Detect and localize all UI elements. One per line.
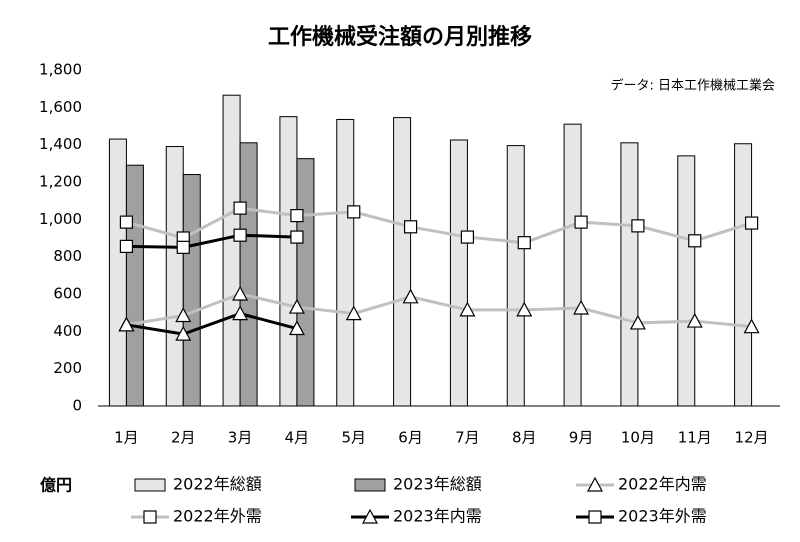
line: [126, 312, 298, 336]
legend-marker: [588, 510, 602, 524]
line-marker: [175, 325, 192, 341]
legend-label: 2023年内需: [393, 507, 482, 526]
bar: [108, 138, 127, 407]
x-tick-label: 6月: [398, 429, 423, 447]
bar: [734, 143, 753, 407]
line-marker: [686, 312, 703, 328]
y-tick-label: 0: [72, 397, 82, 415]
line-marker: [232, 305, 249, 321]
x-tick-label: 10月: [621, 429, 655, 447]
x-tick-label: 9月: [569, 429, 594, 447]
y-tick-label: 400: [53, 322, 82, 340]
legend-label: 2023年外需: [618, 507, 707, 526]
line-marker: [288, 298, 305, 314]
line-marker: [517, 236, 531, 250]
legend-label: 2022年総額: [173, 475, 262, 494]
x-tick-label: 8月: [512, 429, 537, 447]
line: [126, 292, 752, 329]
x-tick-label: 1月: [114, 429, 139, 447]
line-marker: [345, 305, 362, 321]
line-marker: [119, 239, 134, 253]
line-marker: [233, 201, 247, 215]
y-tick-label: 1,400: [39, 135, 82, 153]
line-marker: [233, 228, 247, 242]
y-tick-label: 200: [53, 359, 82, 377]
line-marker: [631, 219, 645, 233]
x-tick-label: 12月: [735, 429, 769, 447]
line: [126, 233, 297, 249]
bar: [563, 123, 582, 407]
x-tick-label: 7月: [455, 429, 480, 447]
bar: [393, 117, 412, 407]
line-marker: [119, 215, 134, 229]
bar: [239, 142, 258, 407]
legend-marker: [586, 476, 604, 492]
line-marker: [232, 285, 249, 301]
line-marker: [118, 316, 135, 332]
bar: [449, 139, 468, 407]
x-tick-label: 11月: [678, 429, 712, 447]
y-tick-label: 800: [53, 247, 82, 265]
line-marker: [573, 299, 590, 315]
bar: [222, 94, 241, 407]
line-marker: [744, 216, 759, 230]
line-marker: [743, 318, 760, 334]
bar: [506, 145, 525, 407]
legend-marker: [143, 510, 157, 524]
y-tick-label: 1,600: [39, 98, 82, 116]
line-marker: [290, 230, 304, 244]
line-marker: [459, 301, 476, 317]
bar: [182, 174, 201, 407]
x-tick-label: 3月: [228, 429, 253, 447]
x-tick-label: 5月: [341, 429, 366, 447]
y-tick-label: 1,800: [39, 61, 82, 79]
bar: [125, 164, 144, 407]
legend-swatch: [134, 478, 166, 492]
line-marker: [629, 314, 646, 330]
line-marker: [688, 234, 702, 248]
legend-label: 2022年外需: [173, 507, 262, 526]
x-tick-label: 4月: [285, 429, 310, 447]
line: [126, 206, 753, 245]
line-marker: [460, 230, 475, 244]
line-marker: [402, 288, 419, 304]
line-marker: [175, 307, 192, 323]
line-marker: [403, 220, 418, 234]
chart-title: 工作機械受注額の月別推移: [268, 24, 532, 50]
line-marker: [288, 320, 305, 336]
bar: [336, 118, 355, 407]
y-tick-label: 1,000: [39, 210, 82, 228]
y-tick-label: 1,200: [39, 173, 82, 191]
line-marker: [516, 301, 533, 317]
legend-label: 2022年内需: [618, 475, 707, 494]
line-marker: [347, 205, 361, 219]
line-marker: [176, 240, 190, 254]
y-tick-label: 600: [53, 285, 82, 303]
line-marker: [574, 215, 588, 229]
x-tick-label: 2月: [171, 429, 196, 447]
source-note: データ: 日本工作機械工業会: [610, 78, 775, 94]
bar: [296, 158, 315, 407]
line-marker: [290, 209, 304, 223]
bar: [677, 155, 696, 407]
bar: [620, 142, 639, 407]
legend-marker: [361, 508, 379, 524]
bar: [165, 146, 184, 407]
bar: [279, 116, 298, 407]
unit-label: 億円: [40, 476, 72, 495]
legend-swatch: [354, 478, 386, 492]
legend-label: 2023年総額: [393, 475, 482, 494]
